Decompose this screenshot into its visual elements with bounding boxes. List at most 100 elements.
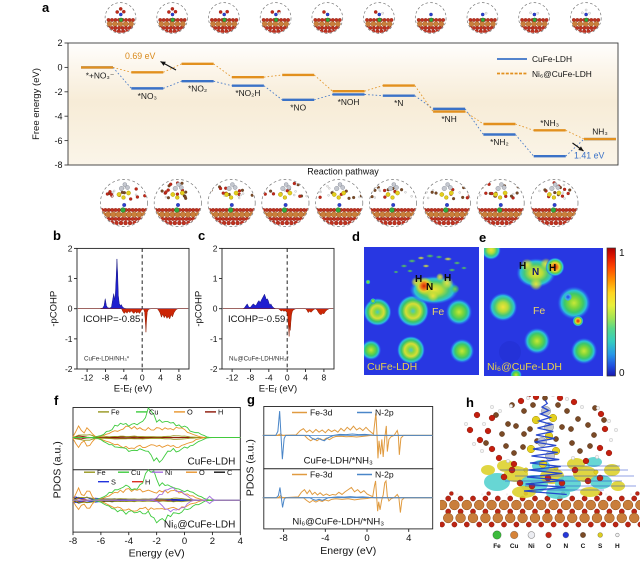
cohp-c-ylabel: -pCOHP [194,291,205,327]
inset-structure-top-8 [518,2,550,34]
cohp-b-ytick: 2 [68,243,73,253]
h-legend-dot-C [579,531,586,538]
h-legend-label-Fe: Fe [493,543,501,550]
cohp-b-xlabel-sub: f [130,388,132,395]
pdos-f-legend-Cu: Cu [149,408,158,417]
cohp-c-xlabel-main: E-E [259,384,275,395]
cohp-b-ytick: -1 [65,334,73,344]
pdos-f-legend-H: H [145,477,150,486]
inset-structure-bottom-6 [422,179,471,227]
cohp-c-ytick: -1 [210,334,218,344]
inset-structure-top-1 [156,2,188,34]
pdos-g-bot-Fe-3d-dn [262,497,433,504]
a-xlabel: Reaction pathway [307,167,379,177]
inset-structure-top-0 [104,2,137,34]
inset-structure-top-9 [570,2,602,34]
pdos-f-panel-name-1: Ni₆@CuFe-LDH [164,519,235,530]
pdos-f-xlabel: Energy (eV) [129,548,185,560]
h-legend-dot-O [545,531,552,539]
heatmap-e: HN H Fe Ni₆@CuFe-LDH [484,248,603,376]
cohp-b-xtick: -4 [120,373,128,383]
pdos-f-legend-Cu: Cu [131,468,140,477]
h-legend-label-Cu: Cu [510,543,519,550]
pdos-g-top-N-2p [262,411,433,460]
pdos-f-legend-Fe: Fe [111,408,120,417]
a-annotation-141ev: 1.41 eV [574,151,604,161]
cohp-c-icohp-label: ICOHP=-0.59 [228,314,285,325]
heatmap-d-system-label: CuFe-LDH [367,361,417,373]
h-legend-label-Ni: Ni [528,543,535,550]
cohp-c-xtick: 0 [285,373,290,383]
pdos-f-xtick: -4 [125,536,133,547]
heatmap-d: HNH Fe CuFe-LDH [364,247,479,375]
cohp-c-xtick: -12 [226,373,239,383]
a-ylabel: Free energy (eV) [31,68,42,140]
cohp-b-xtick: 8 [177,373,182,383]
cohp-c-antibonding-line [222,308,334,337]
pdos-g-xlabel: Energy (eV) [320,545,376,557]
a-ytick: -8 [54,160,62,170]
inset-structure-top-5 [363,2,395,34]
heatmap-e-label-n: N [532,267,539,278]
a-species-label-7: *NH [441,114,456,124]
cohp-b-ylabel: -pCOHP [49,291,60,327]
h-legend-dot-Cu [510,530,519,540]
inset-structure-bottom-8 [530,179,579,227]
a-ytick: 2 [57,38,62,48]
a-species-label-8: *NH₂ [490,137,509,147]
inset-structure-top-7 [466,2,499,34]
pdos-g-legend-Fe-3d-0: Fe-3d [310,408,333,418]
cohp-b-system-label: CuFe-LDH/NH₃* [84,356,130,363]
heatmap-d-label-n: N [426,282,433,293]
cohp-b-xtick: 4 [158,373,163,383]
cohp-c-xlabel-sub: f [275,388,277,395]
h-legend-label-O: O [546,543,551,550]
panel-letter-e: e [479,230,487,245]
heatmap-d-label-h2: H [444,273,451,284]
inset-structure-top-2 [208,2,240,34]
pdos-f-bot-Cu-dn [73,499,241,524]
a-species-label-10: NH₃ [592,127,608,137]
cohp-c-antibonding-area [222,308,334,337]
pdos-f-top-Cu-dn [73,437,241,463]
a-legend-cufe-ldh: CuFe-LDH [532,54,572,64]
a-species-label-5: *NOH [338,97,360,107]
h-legend-label-C: C [581,543,586,550]
cohp-b-ytick: 0 [68,304,73,314]
pdos-g-panel-name-0: CuFe-LDH/*NH₃ [304,456,373,467]
pdos-f-xtick: -8 [69,536,77,547]
a-species-label-0: *+NO₃⁻ [86,70,115,80]
panel-letter-b: b [53,228,61,243]
panel-letter-d: d [352,229,360,244]
pdos-g-top-Fe-3d [262,413,433,459]
inset-structure-top-4 [311,2,344,34]
a-ytick: -2 [54,87,62,97]
pdos-g-xtick: 0 [364,533,369,544]
pdos-g-top-Fe-3d-dn [262,434,433,442]
colorbar-min-label: 0 [619,368,625,379]
inset-structure-bottom-1 [153,179,202,227]
a-ytick: -4 [54,111,62,121]
a-ytick: 0 [57,63,62,73]
pdos-g-legend-N-2p-1: N-2p [375,470,394,480]
pdos-f-xtick: 0 [182,536,187,547]
cohp-b-xlabel-main: E-E [114,384,130,395]
cohp-b-xtick: 0 [140,373,145,383]
pdos-f-legend-H: H [218,408,223,417]
pdos-f-xtick: -2 [152,536,160,547]
pdos-f-legend-Ni: Ni [165,468,172,477]
a-species-label-9: *NH₃ [540,118,559,128]
panel-letter-c: c [198,228,206,243]
h-legend-dot-Ni [527,531,536,539]
panel-letter-h: h [466,395,474,410]
h-legend-label-H: H [615,543,620,550]
cohp-c-ytick: 0 [213,304,218,314]
inset-structure-bottom-2 [207,179,256,227]
h-legend-label-S: S [598,543,603,550]
cohp-c-xtick: -8 [247,373,255,383]
heatmap-e-system-label: Ni₆@CuFe-LDH [487,361,562,373]
cohp-b-xlabel-unit: (eV) [132,384,153,395]
pdos-f-legend-O: O [199,468,205,477]
a-species-label-4: *NO [290,102,306,112]
